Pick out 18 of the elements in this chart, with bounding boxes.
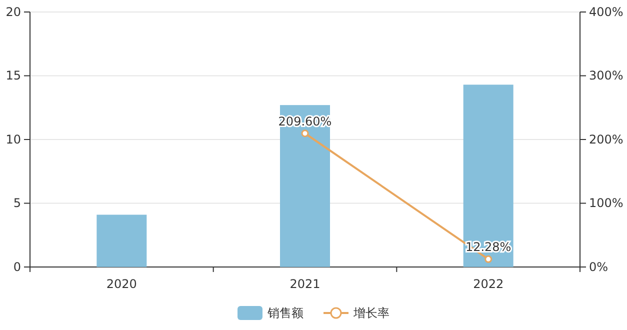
- y2-tick-label: 400%: [589, 4, 624, 19]
- bar: [96, 214, 147, 267]
- bar: [463, 84, 514, 267]
- y-tick-label: 15: [6, 68, 21, 83]
- y2-tick-label: 100%: [589, 196, 624, 210]
- y-tick-label: 10: [6, 132, 21, 146]
- y2-tick-label: 0%: [589, 260, 608, 274]
- legend-label: 增长率: [352, 306, 390, 320]
- y-tick-label: 0: [13, 260, 21, 274]
- y2-tick-label: 200%: [589, 132, 624, 146]
- y2-tick-label: 300%: [589, 68, 624, 83]
- x-tick-label: 2022: [473, 276, 504, 291]
- x-tick-label: 2020: [106, 276, 137, 291]
- y-tick-label: 20: [6, 4, 21, 19]
- y-tick-label: 5: [13, 196, 21, 210]
- legend-label: 销售额: [266, 306, 304, 320]
- x-tick-label: 2021: [290, 276, 320, 291]
- bar: [280, 105, 330, 267]
